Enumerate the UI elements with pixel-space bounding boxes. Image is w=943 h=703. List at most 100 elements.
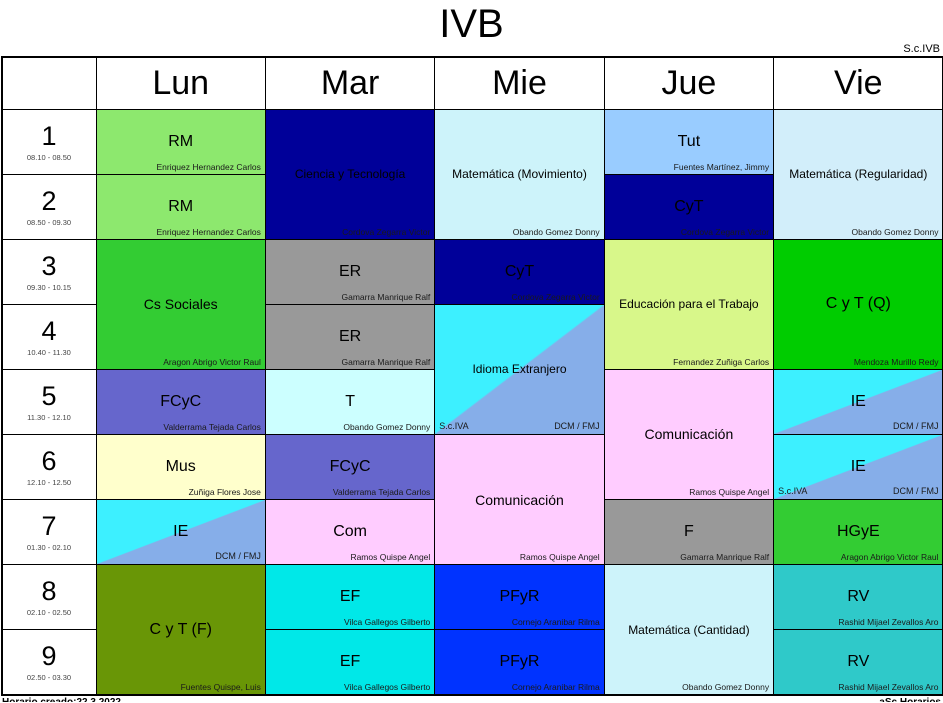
lesson-cell-cs-sociales: Cs Sociales Aragon Abrigo Victor Raul [95,238,266,370]
teacher-label: Rashid Mijael Zevallos Aro [838,682,939,693]
subject-label: RV [847,588,870,606]
subject-label: Comunicación [475,491,564,508]
day-header-jue: Jue [603,56,775,110]
group-label: S.c.IVA [778,486,808,497]
lesson-cell-rv: RV Rashid Mijael Zevallos Aro [773,564,943,631]
period-number: 4 [41,315,57,346]
subject-label: FCyC [329,458,371,476]
teacher-label: Ramos Quispe Angel [519,552,600,563]
teacher-label: Gamarra Manrique Ralf [341,356,431,367]
teacher-label: Fuentes Quispe, Luis [180,682,261,693]
lesson-cell-ie: IE DCM / FMJ [95,499,266,566]
period-time: 10.40 - 11.30 [27,347,71,357]
lesson-cell-c-y-t-q-: C y T (Q) Mendoza Murillo Redy [773,238,943,370]
lesson-cell-ciencia-y-tecnolog-a: Ciencia y Tecnología Cordova Zegarra Vict… [264,108,436,240]
lesson-cell-comunicaci-n: Comunicación Ramos Quispe Angel [603,368,775,501]
lesson-cell-rv: RV Rashid Mijael Zevallos Aro [773,629,943,696]
lesson-cell-ef: EF Vilca Gallegos Gilberto [264,629,436,696]
subject-label: Idioma Extranjero [472,362,567,377]
subject-label: Comunicación [644,426,734,443]
teacher-label: Enriquez Hernandez Carlos [156,161,261,172]
subject-label: Ciencia y Tecnología [294,167,406,182]
period-header-4: 4 10.40 - 11.30 [1,303,97,370]
day-header-lun: Lun [95,56,266,110]
teacher-initials-label: DCM / FMJ [892,486,939,497]
subject-label: Educación para el Trabajo [619,297,759,312]
teacher-label: Gamarra Manrique Ralf [680,552,770,563]
lesson-cell-rm: RM Enriquez Hernandez Carlos [95,173,266,240]
header-corner-cell [1,56,97,110]
group-label: S.c.IVA [439,420,469,431]
subject-label: CyT [674,197,704,215]
period-number: 8 [41,576,57,607]
teacher-label: Ramos Quispe Angel [350,552,431,563]
period-number: 1 [41,120,57,151]
period-time: 01.30 - 02.10 [26,543,72,553]
lesson-cell-pfyr: PFyR Cornejo Aranibar Rilma [434,564,605,631]
teacher-label: Obando Gomez Donny [343,421,431,432]
subject-label: Mus [165,458,196,476]
period-time: 02.50 - 03.30 [26,673,72,683]
teacher-label: Aragon Abrigo Victor Raul [840,552,939,563]
footer-app-label: aSc Horarios [879,696,941,702]
lesson-cell-matem-tica-regularidad-: Matemática (Regularidad) Obando Gomez Don… [773,108,943,240]
subject-label: Matemática (Regularidad) [789,167,928,182]
lesson-cell-fcyc: FCyC Valderrama Tejada Carlos [95,368,266,435]
teacher-label: Cordova Zegarra Victor [342,226,431,237]
teacher-label: Vilca Gallegos Gilberto [343,682,431,693]
subject-label: EF [339,653,361,671]
lesson-cell-matem-tica-movimiento-: Matemática (Movimiento) Obando Gomez Donn… [434,108,605,240]
subject-label: T [345,392,355,410]
period-time: 08.10 - 08.50 [26,152,72,162]
subject-label: ER [338,327,362,345]
lesson-cell-rm: RM Enriquez Hernandez Carlos [95,108,266,175]
lesson-cell-cyt: CyT Cordova Zegarra Victor [603,173,775,240]
subject-label: F [684,523,694,541]
period-time: 02.10 - 02.50 [26,608,72,618]
period-header-8: 8 02.10 - 02.50 [1,564,97,631]
period-number: 5 [41,380,57,411]
lesson-cell-idioma-extranjero: Idioma Extranjero S.c.IVA DCM / FMJ [434,303,605,435]
day-header-vie: Vie [773,56,943,110]
subject-label: IE [173,523,189,541]
teacher-label: Obando Gomez Donny [682,682,770,693]
period-header-6: 6 12.10 - 12.50 [1,433,97,501]
lesson-cell-cyt: CyT Cordova Zegarra Victor [434,238,605,305]
lesson-cell-ie: IE S.c.IVA DCM / FMJ [773,433,943,501]
subject-label: Matemática (Movimiento) [452,167,587,182]
period-header-7: 7 01.30 - 02.10 [1,499,97,566]
page-title: IVB [439,2,504,46]
lesson-cell-ie: IE DCM / FMJ [773,368,943,435]
subject-label: RV [847,653,870,671]
schedule-code-label: S.c.IVB [903,43,940,55]
lesson-cell-fcyc: FCyC Valderrama Tejada Carlos [264,433,436,501]
day-header-mie: Mie [434,56,605,110]
period-number: 2 [41,185,57,216]
period-time: 11.30 - 12.10 [27,412,71,422]
period-number: 6 [41,446,57,477]
subject-label: IE [850,458,866,476]
subject-label: C y T (F) [149,620,212,638]
lesson-cell-pfyr: PFyR Cornejo Aranibar Rilma [434,629,605,696]
lesson-cell-er: ER Gamarra Manrique Ralf [264,238,436,305]
teacher-label: Cornejo Aranibar Rilma [511,682,600,693]
teacher-label: Fuentes Martínez, Jimmy [673,161,770,172]
footer-created-label: Horario creado:22.3.2022 [2,696,121,702]
subject-label: Matemática (Cantidad) [628,622,750,637]
lesson-cell-hgye: HGyE Aragon Abrigo Victor Raul [773,499,943,566]
teacher-initials-label: DCM / FMJ [215,551,261,562]
subject-label: PFyR [499,653,540,671]
lesson-cell-comunicaci-n: Comunicación Ramos Quispe Angel [434,433,605,566]
lesson-cell-matem-tica-cantidad-: Matemática (Cantidad) Obando Gomez Donny [603,564,775,696]
period-header-1: 1 08.10 - 08.50 [1,108,97,175]
subject-label: HGyE [836,523,880,541]
subject-label: CyT [504,262,535,280]
lesson-cell-c-y-t-f-: C y T (F) Fuentes Quispe, Luis [95,564,266,696]
subject-label: C y T (Q) [825,295,891,313]
lesson-cell-ef: EF Vilca Gallegos Gilberto [264,564,436,631]
period-number: 7 [41,511,57,542]
teacher-label: Vilca Gallegos Gilberto [343,617,431,628]
period-time: 08.50 - 09.30 [26,217,72,227]
period-header-2: 2 08.50 - 09.30 [1,173,97,240]
lesson-cell-educaci-n-para-el-trabajo: Educación para el Trabajo Fernandez Zuñig… [603,238,775,370]
